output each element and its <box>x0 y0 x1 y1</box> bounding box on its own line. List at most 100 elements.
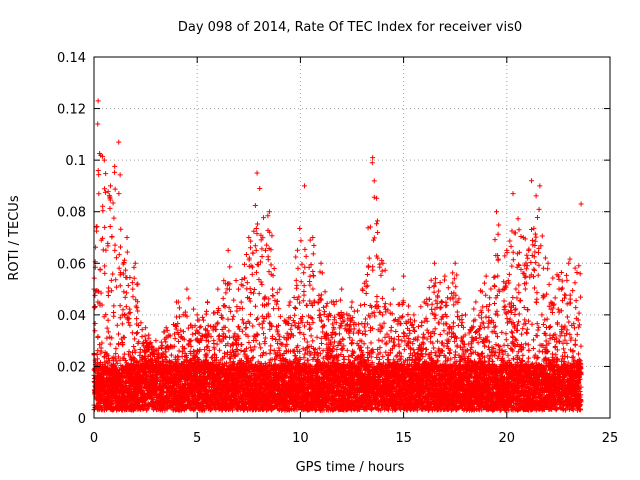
data-point <box>259 253 265 259</box>
data-point <box>239 305 245 311</box>
data-point <box>117 303 123 309</box>
data-point <box>251 287 257 293</box>
data-point <box>95 348 101 354</box>
data-point <box>286 302 292 308</box>
data-point <box>124 290 130 296</box>
data-point <box>110 271 116 277</box>
data-point <box>270 293 276 299</box>
data-point <box>107 341 113 347</box>
data-point <box>98 290 104 296</box>
data-point <box>117 172 123 178</box>
data-point <box>134 316 140 322</box>
data-point <box>292 312 298 318</box>
data-point <box>129 280 135 286</box>
data-point <box>113 255 119 261</box>
data-point <box>268 262 274 268</box>
data-point <box>295 265 301 271</box>
data-point <box>176 339 182 345</box>
data-point <box>227 264 233 270</box>
data-point <box>125 283 131 289</box>
data-point <box>226 328 232 334</box>
data-point <box>225 316 231 322</box>
data-point <box>122 312 128 318</box>
data-point <box>109 233 115 239</box>
data-point <box>102 270 108 276</box>
data-point <box>220 295 226 301</box>
data-point <box>122 294 128 300</box>
data-point <box>99 235 105 241</box>
data-point <box>271 265 277 271</box>
data-point <box>116 191 122 197</box>
data-point <box>119 321 125 327</box>
data-point <box>186 295 192 301</box>
data-point <box>226 286 232 292</box>
data-point <box>103 171 109 177</box>
data-point <box>163 339 169 345</box>
data-point <box>134 330 140 336</box>
data-point <box>108 277 114 283</box>
data-point <box>217 347 223 353</box>
data-point <box>268 343 274 349</box>
data-point <box>256 291 262 297</box>
data-point <box>251 290 257 296</box>
data-point <box>95 288 101 294</box>
data-point <box>135 281 141 287</box>
data-point <box>106 285 112 291</box>
data-point <box>253 226 259 232</box>
data-point <box>103 189 109 195</box>
data-point <box>288 326 294 332</box>
data-point <box>99 340 105 346</box>
data-point <box>96 191 102 197</box>
data-point <box>238 299 244 305</box>
data-point <box>176 305 182 311</box>
data-point <box>274 298 280 304</box>
data-point <box>248 245 254 251</box>
data-point <box>121 289 127 295</box>
data-point <box>105 329 111 335</box>
data-point <box>127 322 133 328</box>
data-point <box>234 308 240 314</box>
data-point <box>111 313 117 319</box>
data-point <box>292 353 298 359</box>
data-point <box>130 294 136 300</box>
data-point <box>107 205 113 211</box>
data-point <box>104 325 110 331</box>
data-point <box>92 328 98 334</box>
data-point <box>204 308 210 314</box>
data-point <box>241 261 247 267</box>
data-point <box>107 223 113 229</box>
data-point <box>114 322 120 328</box>
data-point <box>111 215 117 221</box>
data-point <box>123 304 129 310</box>
data-point <box>92 304 98 310</box>
data-point <box>99 153 105 159</box>
data-point <box>130 286 136 292</box>
data-point <box>243 324 249 330</box>
data-point <box>254 221 260 227</box>
data-point <box>172 336 178 342</box>
data-point <box>239 317 245 323</box>
data-point <box>265 257 271 263</box>
data-point <box>97 267 103 273</box>
data-point <box>105 292 111 298</box>
data-point <box>251 228 257 234</box>
data-point <box>267 350 273 356</box>
data-point <box>293 254 299 260</box>
data-point <box>274 290 280 296</box>
data-point <box>133 331 139 337</box>
data-point <box>293 305 299 311</box>
data-point <box>244 280 250 286</box>
data-point <box>292 304 298 310</box>
data-point <box>92 292 98 298</box>
data-point <box>95 121 101 127</box>
data-point <box>105 243 111 249</box>
data-point <box>132 336 138 342</box>
data-point <box>131 275 137 281</box>
data-point <box>236 324 242 330</box>
data-point <box>127 275 133 281</box>
data-point <box>116 331 122 337</box>
data-point <box>92 320 98 326</box>
data-point <box>129 330 135 336</box>
data-point <box>203 337 209 343</box>
data-point <box>111 303 117 309</box>
